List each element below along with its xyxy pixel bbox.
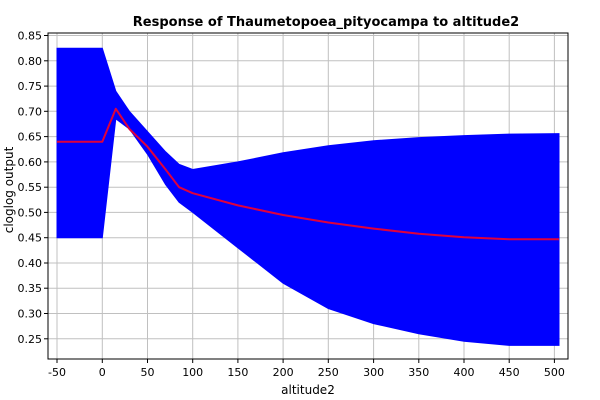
x-tick-label: 0 [99, 366, 106, 379]
y-tick-label: 0.60 [18, 156, 43, 169]
x-tick-label: 350 [408, 366, 429, 379]
y-tick-label: 0.75 [18, 80, 43, 93]
mean-response-line [57, 107, 559, 241]
y-axis-label: cloglog output [2, 146, 16, 233]
y-tick-label: 0.85 [18, 30, 43, 43]
x-tick-label: 100 [182, 366, 203, 379]
y-tick-label: 0.25 [18, 333, 43, 346]
x-tick-label: 150 [227, 366, 248, 379]
y-tick-label: 0.45 [18, 232, 43, 245]
x-tick-label: 250 [318, 366, 339, 379]
x-tick-label: 50 [141, 366, 155, 379]
chart-title: Response of Thaumetopoea_pityocampa to a… [133, 15, 519, 30]
y-tick-label: 0.40 [18, 257, 43, 270]
x-tick-label: 450 [499, 366, 520, 379]
y-tick-label: 0.80 [18, 55, 43, 68]
x-tick-label: 500 [544, 366, 565, 379]
y-tick-label: 0.50 [18, 206, 43, 219]
x-tick-label: 300 [363, 366, 384, 379]
y-tick-label: 0.55 [18, 181, 43, 194]
x-axis: -50 0 50 100 150 200 250 300 350 400 450 500 [48, 359, 565, 379]
y-tick-label: 0.35 [18, 282, 43, 295]
x-tick-label: -50 [48, 366, 66, 379]
y-tick-label: 0.70 [18, 105, 43, 118]
x-tick-label: 400 [454, 366, 475, 379]
band-area [56, 47, 560, 346]
plot-frame [47, 32, 569, 360]
x-axis-label: altitude2 [281, 383, 335, 397]
y-tick-label: 0.30 [18, 308, 43, 321]
confidence-band [56, 47, 560, 346]
y-tick-label: 0.65 [18, 131, 43, 144]
mean-line-layer [57, 107, 559, 241]
y-axis: 0.25 0.30 0.35 0.40 0.45 0.50 0.55 0.60 0.65 0.70… [18, 30, 48, 346]
x-tick-label: 200 [273, 366, 294, 379]
